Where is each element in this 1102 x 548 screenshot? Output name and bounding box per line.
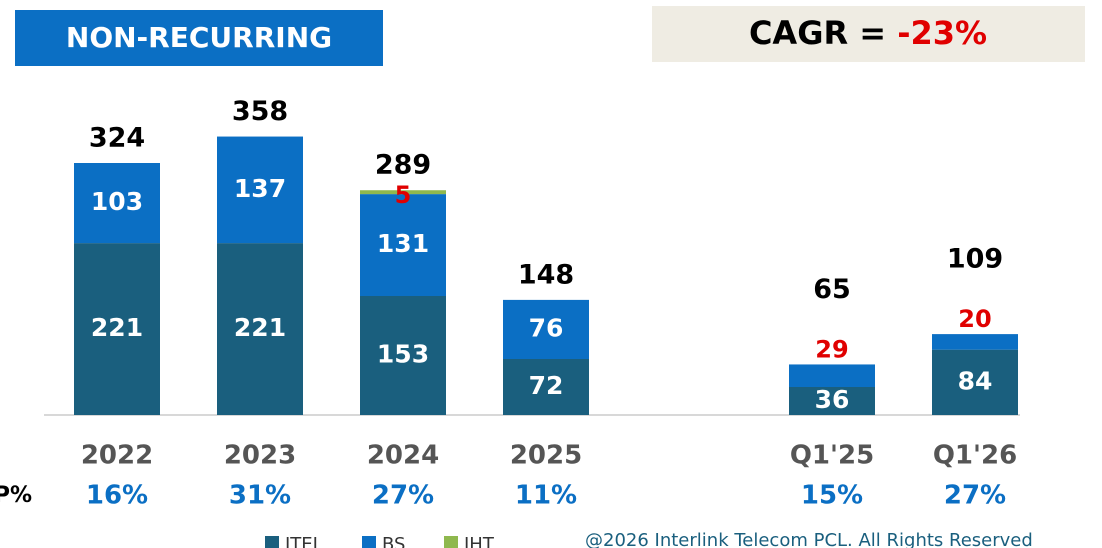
gp-value: 27% bbox=[944, 481, 1006, 511]
gp-value: 15% bbox=[801, 481, 863, 511]
value-label: 103 bbox=[91, 187, 143, 216]
value-label: 36 bbox=[815, 385, 850, 414]
value-label: 221 bbox=[234, 313, 286, 342]
bar-segment bbox=[74, 243, 160, 415]
gp-label: GP% bbox=[0, 483, 32, 508]
value-label: 76 bbox=[529, 313, 564, 342]
value-label: 84 bbox=[958, 366, 993, 395]
legend-swatch bbox=[362, 536, 376, 548]
bar-segment bbox=[217, 136, 303, 244]
x-tick-label: 2025 bbox=[510, 441, 582, 471]
value-label: 20 bbox=[958, 305, 991, 333]
value-label: 137 bbox=[234, 174, 286, 203]
x-tick-label: 2023 bbox=[224, 441, 296, 471]
total-label: 358 bbox=[232, 96, 288, 127]
total-label: 148 bbox=[518, 259, 574, 290]
value-label: 221 bbox=[91, 313, 143, 342]
bar-segment bbox=[360, 296, 446, 415]
chart-title: NON-RECURRING bbox=[66, 21, 332, 54]
value-label: 5 bbox=[395, 181, 412, 209]
value-label: 131 bbox=[377, 229, 429, 258]
gp-value: 27% bbox=[372, 481, 434, 511]
total-label: 109 bbox=[947, 244, 1003, 275]
cagr-value: -23% bbox=[897, 14, 987, 52]
value-label: 153 bbox=[377, 340, 429, 369]
x-tick-label: Q1'26 bbox=[933, 441, 1017, 471]
cagr: CAGR = -23% bbox=[749, 14, 987, 52]
x-tick-label: 2024 bbox=[367, 441, 439, 471]
bar-segment bbox=[503, 359, 589, 415]
legend-label: BS bbox=[382, 534, 405, 548]
gp-value: 31% bbox=[229, 481, 291, 511]
legend-swatch bbox=[265, 536, 279, 548]
legend-swatch bbox=[444, 536, 458, 548]
value-label: 29 bbox=[815, 335, 848, 363]
cagr-prefix: CAGR = bbox=[749, 14, 886, 52]
total-label: 324 bbox=[89, 123, 145, 154]
gp-value: 11% bbox=[515, 481, 577, 511]
gp-value: 16% bbox=[86, 481, 148, 511]
bar-segment bbox=[932, 334, 1018, 350]
value-label: 72 bbox=[529, 371, 564, 400]
legend-label: IHT bbox=[464, 534, 495, 548]
total-label: 65 bbox=[813, 274, 851, 305]
bar-segment bbox=[503, 299, 589, 359]
bar-segment bbox=[217, 243, 303, 415]
total-label: 289 bbox=[375, 150, 431, 181]
title-box bbox=[15, 10, 383, 66]
footer: @2026 Interlink Telecom PCL. All Rights … bbox=[585, 530, 1033, 548]
bar-segment bbox=[74, 163, 160, 244]
cagr-box bbox=[652, 6, 1085, 62]
bar-segment bbox=[789, 364, 875, 387]
legend-label: ITEL bbox=[285, 534, 323, 548]
x-tick-label: 2022 bbox=[81, 441, 153, 471]
bar-segment bbox=[360, 194, 446, 296]
bar-segment bbox=[789, 387, 875, 415]
bar-segment bbox=[360, 190, 446, 195]
x-tick-label: Q1'25 bbox=[790, 441, 874, 471]
bar-segment bbox=[932, 349, 1018, 415]
